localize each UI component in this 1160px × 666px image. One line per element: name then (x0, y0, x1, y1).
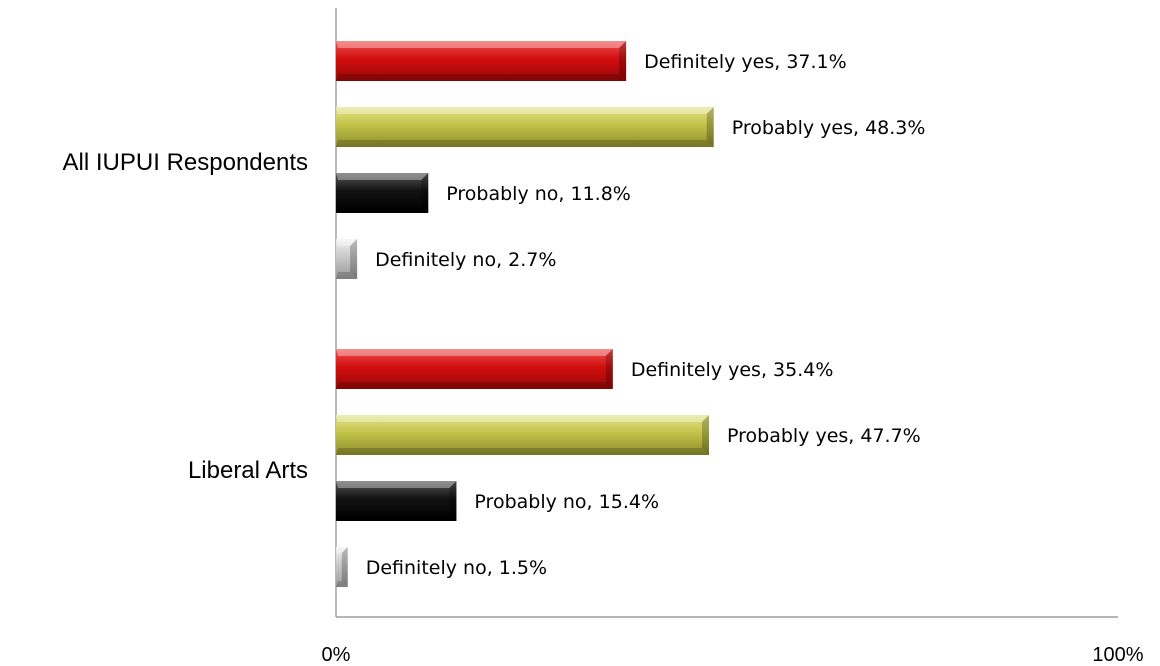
bar-all-iupui-respondents-definitely-yes (336, 41, 627, 81)
bar-all-iupui-respondents-definitely-yes-bevel-end (619, 41, 627, 81)
bar-liberal-arts-probably-no-bevel-top (336, 481, 457, 488)
bar-all-iupui-respondents-probably-no-bevel-bottom (336, 206, 429, 213)
bar-all-iupui-respondents-definitely-no (336, 239, 358, 279)
bar-all-iupui-respondents-probably-yes-bevel-bottom (336, 140, 714, 147)
bar-all-iupui-respondents-definitely-no-bevel-bottom (336, 272, 358, 279)
bar-all-iupui-respondents-definitely-yes-bevel-bottom (336, 74, 627, 81)
bar-all-iupui-respondents-probably-yes-face (336, 107, 714, 147)
bar-all-iupui-respondents-definitely-no-bevel-top (336, 239, 358, 246)
data-labels: Definitely yes, 37.1% Probably yes, 48.3%… (366, 51, 926, 579)
bar-liberal-arts-definitely-no-face (336, 547, 348, 587)
bar-liberal-arts-probably-no (336, 481, 457, 521)
bar-liberal-arts-definitely-yes-bevel-bottom (336, 382, 613, 389)
category-label-all-iupui: All IUPUI Respondents (63, 149, 308, 176)
bar-all-iupui-respondents-probably-yes (336, 107, 714, 147)
bar-liberal-arts-definitely-yes-bevel-end (605, 349, 613, 389)
bar-liberal-arts-probably-yes-face (336, 415, 710, 455)
bar-all-iupui-respondents-probably-yes-bevel-top (336, 107, 714, 114)
bar-liberal-arts-definitely-no-bevel-end (341, 547, 348, 587)
bar-all-iupui-respondents-probably-no-face (336, 173, 429, 213)
bar-liberal-arts-definitely-no-bevel-bottom (336, 581, 348, 587)
bar-all-iupui-respondents-probably-no-bevel-top (336, 173, 429, 180)
bar-all-iupui-respondents-probably-yes-bevel-end (706, 107, 714, 147)
bar-liberal-arts-probably-no-face (336, 481, 457, 521)
bar-liberal-arts-definitely-yes-bevel-top (336, 349, 613, 356)
bar-all-iupui-respondents-probably-no-bevel-end (421, 173, 429, 213)
category-labels: All IUPUI Respondents Liberal Arts (63, 149, 308, 484)
bar-all-iupui-respondents-definitely-no-bevel-end (350, 239, 358, 279)
bars (336, 41, 714, 587)
x-tick-label-max: 100% (1092, 644, 1143, 666)
axes (335, 8, 1118, 618)
bar-liberal-arts-probably-yes-bevel-top (336, 415, 710, 422)
x-tick-labels: 0% 100% (322, 644, 1144, 666)
bar-all-iupui-respondents-definitely-yes-bevel-top (336, 41, 627, 48)
data-label-all-iupui-respondents-definitely-yes: Definitely yes, 37.1% (644, 51, 847, 73)
bar-liberal-arts-definitely-yes (336, 349, 613, 389)
data-label-all-iupui-respondents-probably-no: Probably no, 11.8% (446, 183, 631, 205)
bar-liberal-arts-probably-yes-bevel-end (702, 415, 710, 455)
bar-liberal-arts-definitely-yes-face (336, 349, 613, 389)
data-label-liberal-arts-definitely-no: Definitely no, 1.5% (366, 557, 547, 579)
bar-liberal-arts-probably-yes-bevel-bottom (336, 448, 710, 455)
bar-liberal-arts-probably-no-bevel-end (449, 481, 457, 521)
bar-all-iupui-respondents-definitely-no-face (336, 239, 358, 279)
bar-liberal-arts-probably-yes (336, 415, 710, 455)
x-tick-label-min: 0% (322, 644, 351, 666)
data-label-liberal-arts-probably-no: Probably no, 15.4% (474, 491, 659, 513)
data-label-liberal-arts-probably-yes: Probably yes, 47.7% (727, 425, 921, 447)
bar-all-iupui-respondents-definitely-yes-face (336, 41, 627, 81)
bar-liberal-arts-definitely-no-bevel-top (336, 547, 348, 554)
bar-liberal-arts-probably-no-bevel-bottom (336, 514, 457, 521)
data-label-liberal-arts-definitely-yes: Definitely yes, 35.4% (631, 359, 834, 381)
category-label-liberal-arts: Liberal Arts (188, 457, 308, 484)
bar-all-iupui-respondents-probably-no (336, 173, 429, 213)
bar-liberal-arts-definitely-no (336, 547, 348, 587)
data-label-all-iupui-respondents-definitely-no: Definitely no, 2.7% (375, 249, 556, 271)
data-label-all-iupui-respondents-probably-yes: Probably yes, 48.3% (732, 117, 926, 139)
